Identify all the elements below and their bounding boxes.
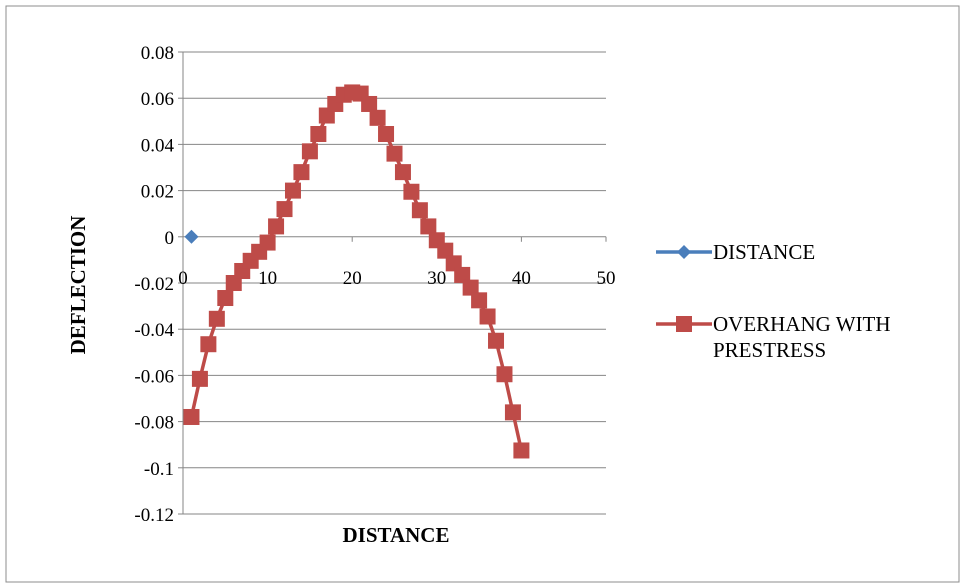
- data-point-square: [259, 234, 276, 251]
- data-point-square: [437, 242, 454, 259]
- data-point-diamond: [677, 245, 691, 259]
- x-tick-label: 50: [597, 268, 616, 289]
- data-point-square: [293, 164, 310, 181]
- series-overhang-with-prestress: [183, 84, 530, 459]
- y-tick-label: 0.02: [141, 182, 174, 203]
- x-tick-label: 40: [512, 268, 531, 289]
- legend-label: DISTANCE: [713, 240, 815, 264]
- data-point-square: [420, 218, 437, 235]
- data-point-square: [208, 310, 225, 327]
- y-tick-label: -0.12: [134, 505, 174, 526]
- data-point-square: [183, 408, 200, 425]
- y-tick-labels: 0.08 0.06 0.04 0.02 0 -0.02 -0.04 -0.06 -0.08 -0.…: [134, 43, 174, 526]
- data-point-square: [217, 290, 234, 307]
- series-distance: [184, 229, 199, 244]
- x-axis-title: DISTANCE: [343, 523, 450, 547]
- x-tick-label: 30: [427, 268, 446, 289]
- gridlines: [183, 51, 606, 515]
- data-point-square: [191, 370, 208, 387]
- x-tick-label: 10: [258, 268, 277, 289]
- data-point-diamond: [184, 229, 199, 244]
- y-tick-label: -0.06: [134, 366, 174, 387]
- data-point-square: [394, 164, 411, 181]
- data-point-square: [378, 126, 395, 143]
- y-tick-label: 0.04: [141, 135, 175, 156]
- data-point-square: [496, 366, 513, 383]
- data-point-square: [454, 266, 471, 283]
- x-tick-label: 0: [178, 268, 188, 289]
- y-tick-label: -0.1: [144, 459, 174, 480]
- data-point-square: [462, 279, 479, 296]
- data-point-square: [411, 202, 428, 219]
- y-tick-label: -0.04: [134, 320, 174, 341]
- data-point-square: [225, 275, 242, 291]
- data-point-square: [513, 442, 530, 459]
- data-point-square: [471, 292, 488, 309]
- data-point-square: [504, 404, 521, 421]
- legend: DISTANCE OVERHANG WITH PRESTRESS: [656, 240, 891, 362]
- y-tick-label: 0: [165, 228, 175, 249]
- y-tick-label: -0.08: [134, 413, 174, 434]
- data-point-square: [369, 109, 386, 126]
- data-point-square: [301, 143, 318, 160]
- axes: [178, 51, 607, 515]
- data-point-square: [479, 308, 496, 325]
- data-point-square: [676, 316, 692, 332]
- y-axis-title: DEFLECTION: [66, 216, 90, 355]
- x-tick-labels: 0 10 20 30 40 50: [178, 268, 615, 289]
- plot-series: [183, 84, 530, 459]
- data-point-square: [284, 182, 301, 199]
- data-point-square: [386, 145, 403, 162]
- y-tick-label: 0.06: [141, 89, 174, 110]
- data-point-square: [488, 332, 505, 349]
- data-point-square: [200, 336, 217, 353]
- y-tick-label: -0.02: [134, 274, 174, 295]
- legend-item: OVERHANG WITH PRESTRESS: [656, 312, 891, 362]
- y-tick-label: 0.08: [141, 43, 174, 64]
- data-point-square: [361, 95, 378, 112]
- x-tick-label: 20: [343, 268, 362, 289]
- data-point-square: [310, 126, 327, 143]
- legend-label: OVERHANG WITH PRESTRESS: [713, 312, 891, 362]
- data-point-square: [268, 218, 285, 235]
- data-point-square: [276, 201, 293, 218]
- legend-item: DISTANCE: [656, 240, 815, 264]
- data-point-square: [403, 183, 420, 200]
